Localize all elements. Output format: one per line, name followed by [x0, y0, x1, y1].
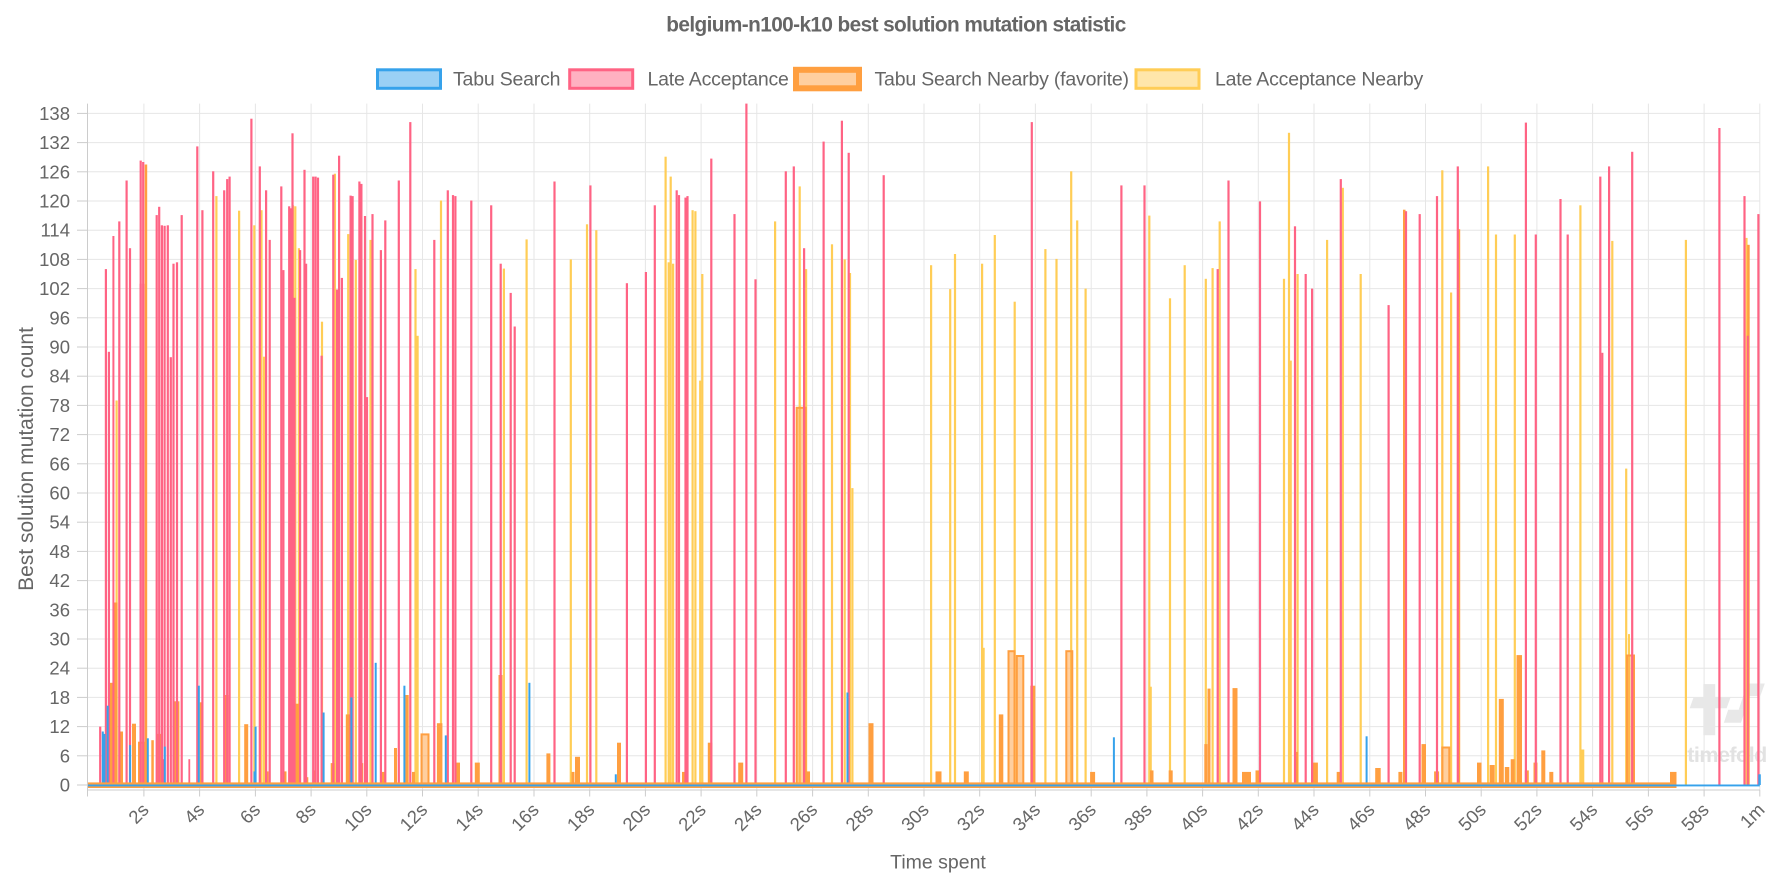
svg-text:Time spent: Time spent: [890, 852, 986, 874]
svg-text:Late Acceptance Nearby: Late Acceptance Nearby: [1215, 68, 1424, 90]
svg-text:96: 96: [49, 307, 70, 328]
svg-text:42: 42: [49, 570, 70, 591]
svg-text:30: 30: [49, 629, 70, 650]
svg-text:belgium-n100-k10 best solution: belgium-n100-k10 best solution mutation …: [666, 14, 1125, 37]
svg-text:Tabu Search Nearby (favorite): Tabu Search Nearby (favorite): [875, 68, 1129, 90]
svg-text:66: 66: [49, 453, 70, 474]
svg-text:48: 48: [49, 541, 70, 562]
svg-text:Best solution mutation count: Best solution mutation count: [15, 327, 38, 591]
svg-text:108: 108: [39, 249, 70, 270]
svg-text:6: 6: [60, 745, 70, 766]
svg-text:60: 60: [49, 483, 70, 504]
svg-text:54: 54: [49, 512, 70, 533]
svg-text:84: 84: [49, 366, 70, 387]
svg-text:114: 114: [41, 220, 71, 241]
svg-text:Late Acceptance: Late Acceptance: [648, 68, 789, 90]
svg-text:36: 36: [49, 599, 70, 620]
svg-text:Tabu Search: Tabu Search: [453, 68, 560, 90]
svg-text:120: 120: [39, 191, 70, 212]
svg-text:132: 132: [39, 132, 70, 153]
svg-text:18: 18: [49, 687, 70, 708]
svg-text:72: 72: [49, 424, 70, 445]
svg-text:126: 126: [39, 161, 70, 182]
svg-text:78: 78: [49, 395, 70, 416]
svg-text:138: 138: [39, 103, 70, 124]
svg-text:12: 12: [49, 716, 70, 737]
svg-text:90: 90: [49, 337, 70, 358]
svg-text:24: 24: [49, 658, 70, 679]
svg-text:102: 102: [39, 278, 70, 299]
svg-text:0: 0: [60, 775, 70, 796]
svg-text:timefold: timefold: [1687, 743, 1767, 767]
